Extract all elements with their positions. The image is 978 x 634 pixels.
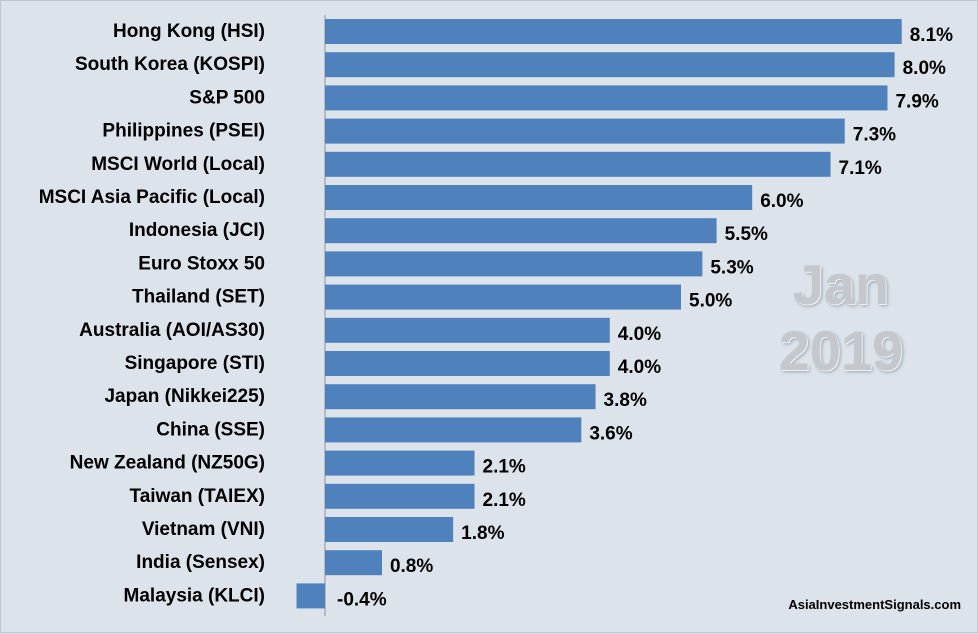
bar [325,118,845,144]
value-label: 8.0% [903,58,946,79]
bar [325,317,610,343]
value-label: 5.3% [710,257,753,278]
category-label: Australia (AOI/AS30) [79,320,265,341]
bar [325,417,582,443]
category-label: Euro Stoxx 50 [138,253,265,274]
bar [325,517,454,542]
bar [325,550,382,576]
category-label: Taiwan (TAIEX) [130,486,265,507]
bar [296,583,325,609]
category-label: Philippines (PSEI) [102,121,265,142]
bar [325,351,610,376]
bar [325,52,895,78]
value-label: 5.5% [725,224,768,245]
category-label: S&P 500 [189,87,265,108]
value-label: 5.0% [689,291,732,312]
bar [325,384,596,410]
category-label: Thailand (SET) [132,287,265,308]
category-label: Malaysia (KLCI) [124,585,265,606]
bar [325,483,475,509]
bar [325,251,703,277]
category-label: Singapore (STI) [125,353,265,374]
value-label: -0.4% [337,589,387,610]
category-label: New Zealand (NZ50G) [70,453,265,474]
watermark-year: 2019 [778,319,904,382]
category-label: MSCI World (Local) [91,154,265,175]
value-label: 7.3% [853,125,896,146]
value-label: 6.0% [760,191,803,212]
bar [325,151,831,177]
category-label: Vietnam (VNI) [142,519,265,540]
category-label: India (Sensex) [136,552,265,573]
category-label: MSCI Asia Pacific (Local) [39,187,265,208]
bar [325,450,475,476]
value-label: 2.1% [483,490,526,511]
bar [325,19,902,44]
category-label: China (SSE) [156,419,265,440]
value-label: 3.8% [604,390,647,411]
value-label: 3.6% [589,423,632,444]
category-label: South Korea (KOSPI) [75,54,265,75]
value-label: 0.8% [390,556,433,577]
value-label: 4.0% [618,357,661,378]
value-label: 1.8% [461,523,504,544]
category-label: Indonesia (JCI) [129,220,265,241]
bar [325,85,888,111]
value-label: 8.1% [910,25,953,46]
source-credit: AsiaInvestmentSignals.com [788,597,961,612]
bar [325,218,717,244]
category-label: Hong Kong (HSI) [113,21,265,42]
value-label: 7.9% [895,91,938,112]
bar [325,284,681,310]
watermark-month: Jan [792,253,890,316]
value-label: 4.0% [618,324,661,345]
category-label: Japan (Nikkei225) [104,386,265,407]
bar [325,185,753,210]
value-label: 7.1% [839,158,882,179]
value-label: 2.1% [483,457,526,478]
